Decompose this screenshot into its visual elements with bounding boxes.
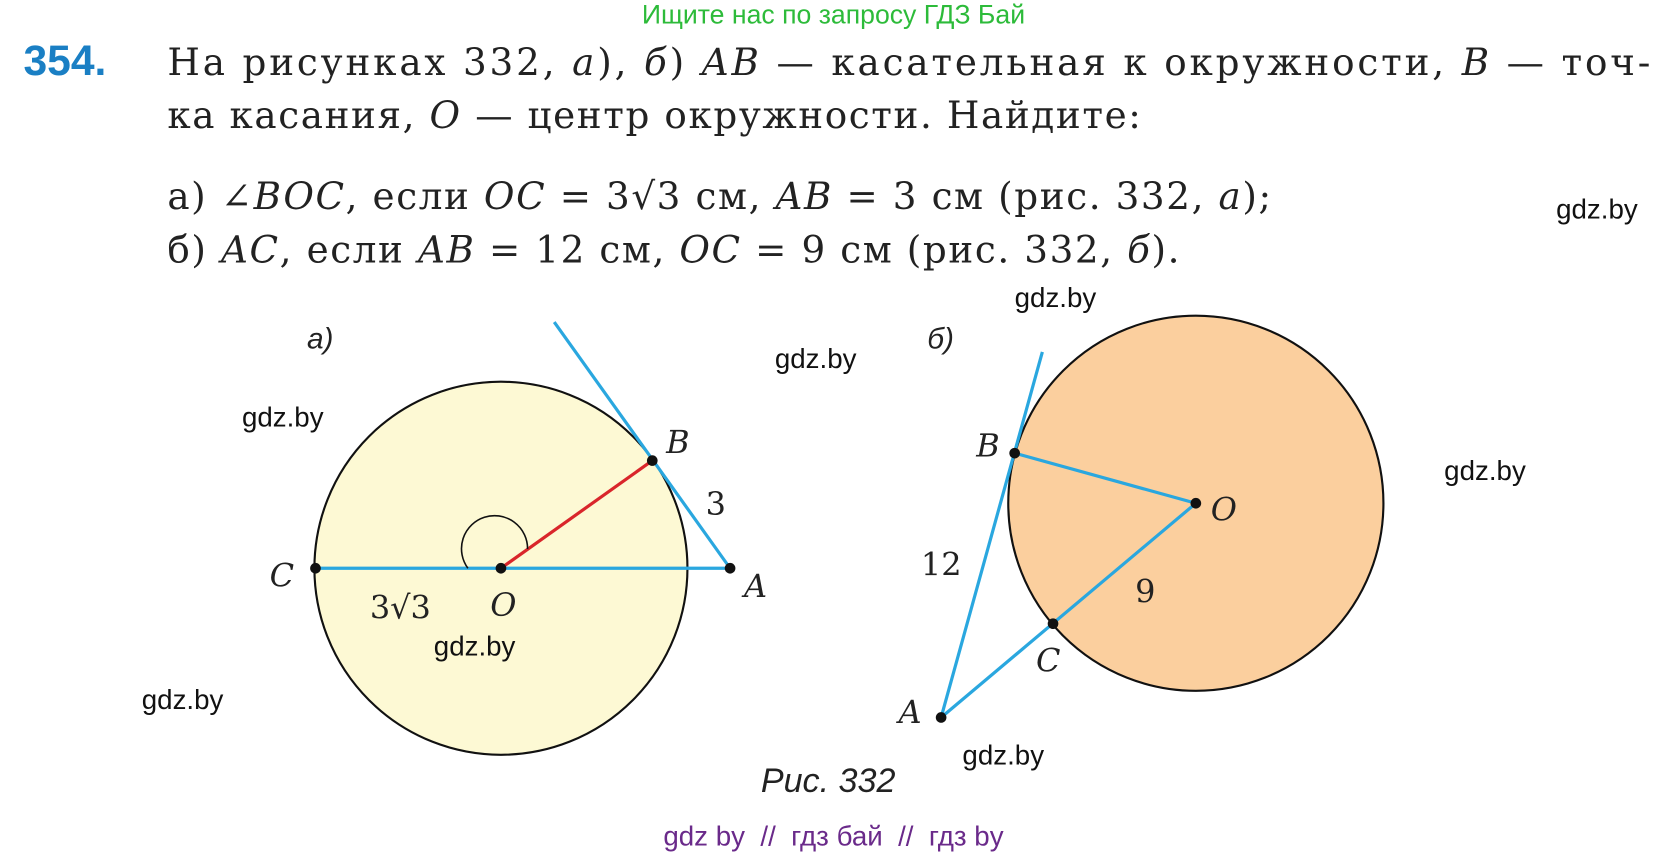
point <box>1009 447 1020 459</box>
point-label: C <box>270 556 294 594</box>
point-label: C <box>1036 642 1060 680</box>
point <box>935 712 947 723</box>
problem-number: 354. <box>23 37 106 85</box>
watermark: gdz.by <box>434 631 516 662</box>
radius <box>500 459 654 570</box>
point <box>1047 618 1059 630</box>
point-label: B <box>665 423 690 461</box>
angle-arc <box>460 514 529 569</box>
tangent <box>552 321 732 570</box>
point-label: B <box>975 426 1000 464</box>
watermark: gdz.by <box>775 343 857 374</box>
problem-line: а) ∠BOC, если OC = 3√3 см, AB = 3 см (ри… <box>167 174 1272 218</box>
radius <box>1014 451 1197 505</box>
point <box>495 562 507 574</box>
point <box>1190 497 1202 509</box>
figure-b: б) B O C A 12 9 <box>895 314 1385 731</box>
watermark: gdz.by <box>1444 455 1526 486</box>
problem-line: ка касания, O — центр окружности. Найдит… <box>167 93 1142 137</box>
point-label: A <box>895 693 921 731</box>
figure-a: а) C O B A 3 3√3 <box>270 321 767 756</box>
problem-line: На рисунках 332, а), б) AB — касательная… <box>167 40 1652 84</box>
point-label: A <box>741 567 767 605</box>
watermark: gdz.by <box>1492 807 1574 838</box>
watermark: gdz.by <box>1556 194 1638 225</box>
watermark: gdz.by <box>142 684 224 715</box>
point <box>310 562 321 574</box>
point <box>646 455 658 466</box>
tangent <box>939 351 1044 718</box>
problem-line: б) AC, если AB = 12 см, OC = 9 см (рис. … <box>167 227 1181 271</box>
footer: gdz by // гдз бай // гдз by <box>663 820 1003 851</box>
caption: Рис. 332 <box>761 762 896 800</box>
figure-label: б) <box>927 323 954 356</box>
point-label: O <box>1211 490 1237 528</box>
length-label: 9 <box>1135 572 1155 610</box>
watermark: gdz.by <box>242 402 324 433</box>
point-label: O <box>490 586 516 624</box>
watermark: gdz.by <box>1015 282 1097 313</box>
length-label: 12 <box>921 546 962 584</box>
segment <box>940 502 1197 719</box>
figure-label: а) <box>307 323 334 356</box>
point <box>724 562 736 574</box>
length-label: 3 <box>706 485 726 523</box>
header: Ищите нас по запросу ГДЗ Бай <box>642 0 1025 30</box>
watermark: gdz.by <box>962 739 1044 770</box>
length-label: 3√3 <box>370 588 431 626</box>
